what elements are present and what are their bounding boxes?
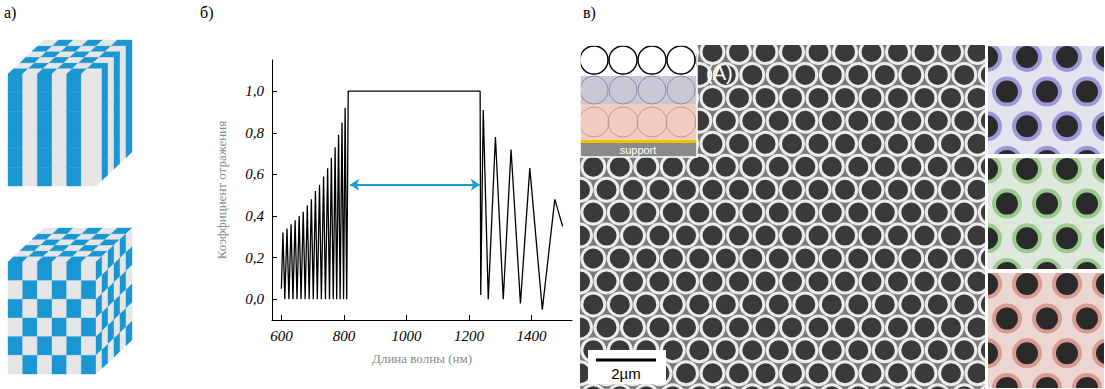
svg-text:Коэффициент отражения: Коэффициент отражения <box>214 121 229 259</box>
svg-text:800: 800 <box>333 328 356 344</box>
svg-text:Длина волны (нм): Длина волны (нм) <box>372 351 472 366</box>
html-text:б): б) <box>200 4 214 21</box>
html-text:а): а) <box>4 4 17 21</box>
svg-text:2µm: 2µm <box>611 365 640 382</box>
svg-text:(A): (A) <box>706 62 733 84</box>
svg-text:support: support <box>620 144 657 156</box>
svg-text:0,6: 0,6 <box>245 166 264 182</box>
svg-text:0,2: 0,2 <box>245 250 264 266</box>
svg-text:1000: 1000 <box>391 328 422 344</box>
svg-text:0,4: 0,4 <box>245 208 264 224</box>
svg-text:0,8: 0,8 <box>245 125 264 141</box>
svg-text:600: 600 <box>270 328 293 344</box>
html-text:в): в) <box>583 4 596 21</box>
svg-text:1,0: 1,0 <box>245 83 264 99</box>
svg-text:1400: 1400 <box>516 328 547 344</box>
svg-text:1200: 1200 <box>454 328 485 344</box>
svg-text:0,0: 0,0 <box>245 291 264 307</box>
